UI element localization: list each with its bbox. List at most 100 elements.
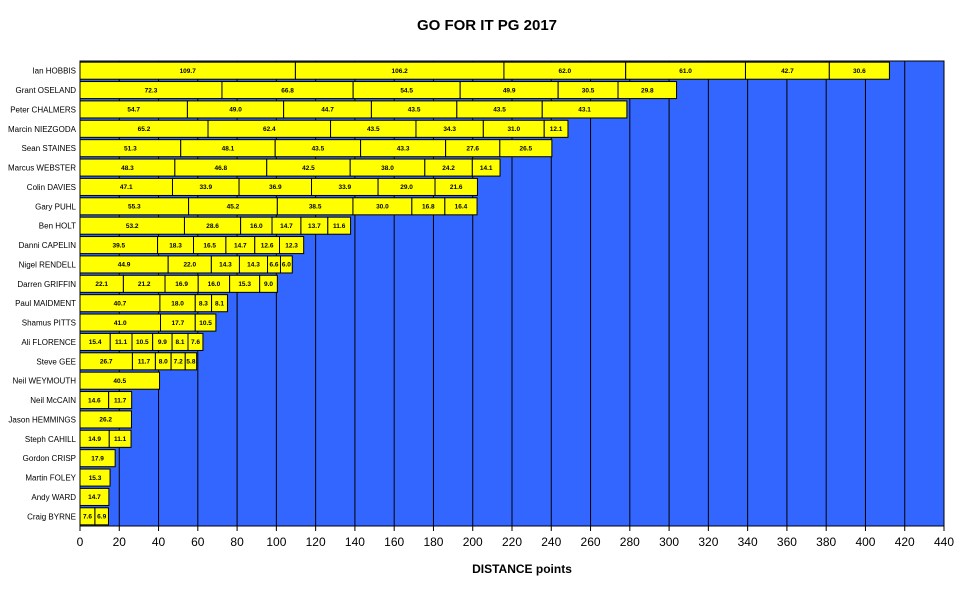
segment-value-label: 30.6	[853, 68, 866, 75]
segment-value-label: 14.3	[219, 262, 232, 269]
axes: 0 20 40 60 80 100 120 140 160 180 200 220 240 260 280 3…	[8, 61, 954, 549]
segment-value-label: 14.7	[280, 223, 293, 230]
segment-value-label: 16.8	[422, 204, 435, 211]
x-tick-label: 60	[191, 535, 205, 549]
segment-value-label: 61.0	[679, 68, 692, 75]
segment-value-label: 53.2	[126, 223, 139, 230]
bar-segment	[471, 158, 501, 177]
segment-value-label: 38.5	[309, 204, 322, 211]
chart-title: GO FOR IT PG 2017	[417, 17, 557, 34]
x-tick-label: 160	[384, 535, 404, 549]
segment-value-label: 15.4	[89, 339, 102, 346]
segment-value-label: 26.7	[100, 359, 113, 366]
x-tick-label: 100	[266, 535, 286, 549]
x-tick-label: 20	[113, 535, 127, 549]
x-tick-label: 340	[738, 535, 758, 549]
segment-value-label: 43.5	[408, 107, 421, 114]
category-label: Nigel RENDELL	[19, 260, 77, 269]
segment-value-label: 45.2	[227, 204, 240, 211]
segment-value-label: 16.0	[208, 281, 221, 288]
category-label: Ian HOBBIS	[32, 67, 76, 76]
segment-value-label: 9.0	[264, 281, 273, 288]
segment-value-label: 40.7	[114, 300, 127, 307]
segment-value-label: 30.0	[376, 204, 389, 211]
x-tick-label: 400	[855, 535, 875, 549]
segment-value-label: 12.3	[285, 242, 298, 249]
x-tick-label: 360	[777, 535, 797, 549]
segment-value-label: 6.9	[97, 514, 106, 521]
segment-value-label: 48.3	[121, 165, 134, 172]
segment-value-label: 55.3	[128, 204, 141, 211]
segment-value-label: 38.0	[381, 165, 394, 172]
segment-value-label: 11.1	[115, 339, 128, 346]
x-tick-label: 260	[581, 535, 601, 549]
segment-value-label: 62.0	[558, 68, 571, 75]
segment-value-label: 17.7	[172, 320, 185, 327]
segment-value-label: 29.8	[641, 87, 654, 94]
category-label: Sean STAINES	[21, 144, 76, 153]
x-tick-label: 220	[502, 535, 522, 549]
segment-value-label: 11.7	[114, 397, 127, 404]
bar-segment	[434, 177, 478, 196]
category-label: Neil WEYMOUTH	[12, 377, 76, 386]
segment-value-label: 10.5	[199, 320, 212, 327]
category-label: Grant OSELAND	[16, 86, 77, 95]
segment-value-label: 28.6	[206, 223, 219, 230]
x-tick-label: 240	[541, 535, 561, 549]
segment-value-label: 43.5	[312, 145, 325, 152]
segment-value-label: 62.4	[263, 126, 276, 133]
segment-value-label: 6.0	[282, 262, 291, 269]
segment-value-label: 8.1	[215, 300, 224, 307]
segment-value-label: 51.3	[124, 145, 137, 152]
category-label: Jason HEMMINGS	[8, 415, 76, 424]
segment-value-label: 14.7	[234, 242, 247, 249]
bar-segment	[279, 255, 293, 274]
segment-value-label: 49.0	[229, 107, 242, 114]
bar-segment	[94, 507, 109, 526]
segment-value-label: 42.7	[781, 68, 794, 75]
category-label: Paul MAIDMENT	[15, 299, 76, 308]
segment-value-label: 36.9	[269, 184, 282, 191]
segment-value-label: 8.0	[159, 359, 168, 366]
segment-value-label: 34.3	[443, 126, 456, 133]
bars: 109.7 106.2 62.0 61.0 42.7 30.6 72.3 66.8 54.5 49…	[79, 61, 890, 526]
segment-value-label: 12.6	[261, 242, 274, 249]
segment-value-label: 54.7	[127, 107, 140, 114]
bar-segment	[108, 391, 133, 410]
bar-segment	[194, 313, 217, 332]
category-label: Gary PUHL	[35, 202, 76, 211]
x-tick-label: 380	[816, 535, 836, 549]
grid-lines	[118, 61, 906, 526]
category-label: Darren GRIFFIN	[17, 280, 76, 289]
segment-value-label: 109.7	[180, 68, 197, 75]
segment-value-label: 43.5	[493, 107, 506, 114]
segment-value-label: 9.9	[158, 339, 167, 346]
segment-value-label: 40.5	[113, 378, 126, 385]
segment-value-label: 12.1	[550, 126, 563, 133]
category-label: Shamus PITTS	[22, 319, 76, 328]
segment-value-label: 8.1	[176, 339, 185, 346]
segment-value-label: 14.1	[480, 165, 493, 172]
segment-value-label: 8.3	[199, 300, 208, 307]
segment-value-label: 5.8	[186, 359, 195, 366]
category-label: Craig BYRNE	[27, 512, 76, 521]
segment-value-label: 39.5	[112, 242, 125, 249]
segment-value-label: 26.2	[99, 417, 112, 424]
bar-segment	[499, 139, 553, 158]
x-tick-label: 140	[345, 535, 365, 549]
x-tick-label: 80	[230, 535, 244, 549]
category-label: Marcin NIEZGODA	[8, 125, 77, 134]
bar-segment	[211, 294, 228, 313]
segment-value-label: 43.5	[367, 126, 380, 133]
segment-value-label: 106.2	[392, 68, 409, 75]
segment-value-label: 17.9	[91, 455, 104, 462]
segment-value-label: 16.9	[175, 281, 188, 288]
segment-value-label: 7.6	[83, 514, 92, 521]
segment-value-label: 48.1	[222, 145, 235, 152]
segment-value-label: 31.0	[507, 126, 520, 133]
category-label: Andy WARD	[31, 493, 76, 502]
segment-value-label: 49.9	[503, 87, 516, 94]
bar-segment	[828, 61, 890, 80]
segment-value-label: 43.1	[578, 107, 591, 114]
segment-value-label: 33.9	[199, 184, 212, 191]
